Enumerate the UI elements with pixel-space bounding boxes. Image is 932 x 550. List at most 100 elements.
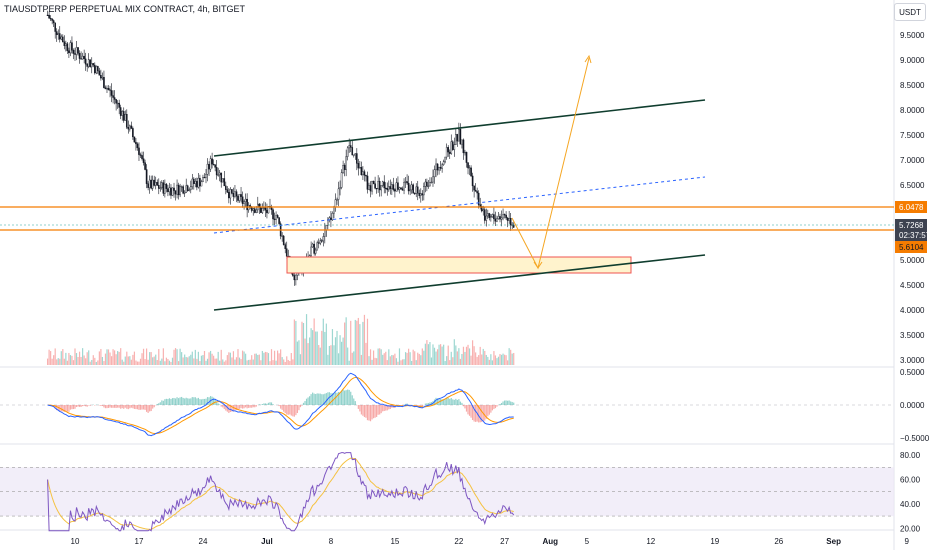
volume-bar: [150, 352, 152, 365]
macd-histogram-bar: [340, 390, 343, 405]
candle-body: [57, 33, 60, 35]
volume-bar: [430, 357, 433, 365]
macd-histogram-bar: [313, 393, 315, 405]
candle-body: [371, 181, 373, 192]
volume-bar: [123, 361, 125, 365]
macd-tick-label: 0.0000: [900, 401, 925, 410]
candle-body: [468, 167, 471, 169]
volume-bar: [209, 350, 212, 365]
candle-body: [261, 208, 264, 213]
mid-channel-line[interactable]: [213, 176, 706, 234]
price-tick-label: 7.0000: [900, 156, 925, 165]
candle-body: [392, 184, 395, 190]
macd-histogram-bar: [219, 404, 221, 405]
macd-histogram-bar: [249, 405, 251, 408]
candle-body: [474, 189, 477, 192]
candle-body: [467, 162, 469, 169]
volume-bar: [286, 356, 288, 365]
macd-histogram-bar: [376, 405, 378, 417]
demand-zone[interactable]: [286, 256, 632, 274]
candle-body: [377, 180, 379, 189]
macd-histogram-bar: [232, 405, 235, 412]
volume-bar: [126, 351, 128, 365]
candle-body: [177, 184, 180, 196]
candle-body: [506, 217, 509, 221]
candle-body: [330, 217, 332, 221]
candle-body: [488, 213, 491, 218]
volume-bar: [420, 355, 422, 365]
macd-histogram-bar: [301, 405, 303, 406]
macd-histogram-bar: [56, 405, 58, 411]
macd-histogram-bar: [377, 405, 379, 415]
volume-bar: [98, 351, 100, 365]
volume-bar: [385, 351, 387, 365]
volume-bar: [135, 360, 137, 365]
volume-bar: [161, 358, 163, 365]
volume-bar: [476, 356, 478, 365]
rsi-tick-label: 60.00: [900, 476, 921, 485]
macd-histogram-bar: [162, 400, 164, 405]
lower-channel-line[interactable]: [213, 254, 706, 311]
volume-bar: [494, 355, 497, 365]
candle-body: [100, 75, 102, 79]
candle-body: [496, 218, 498, 222]
volume-bar: [411, 360, 413, 365]
volume-bar: [510, 349, 512, 365]
volume-bar: [261, 350, 263, 365]
volume-bar: [287, 359, 289, 365]
candle-body: [179, 186, 181, 196]
macd-histogram-bar: [120, 405, 122, 409]
candle-body: [313, 243, 315, 254]
candle-body: [404, 181, 407, 183]
candle-body: [336, 199, 338, 201]
candle-body: [194, 181, 197, 184]
candle-body: [228, 192, 230, 199]
time-tick-label: 15: [390, 537, 399, 546]
volume-bar: [153, 356, 155, 365]
time-tick-label: 27: [500, 537, 509, 546]
candle-body: [400, 187, 402, 189]
volume-bar: [132, 354, 134, 365]
macd-histogram-bar: [459, 401, 462, 405]
volume-bar: [464, 351, 466, 365]
volume-bar: [184, 354, 186, 365]
candle-body: [157, 185, 160, 189]
volume-bar: [491, 360, 493, 365]
volume-bar: [211, 353, 213, 365]
candle-body: [206, 163, 209, 175]
candle-body: [391, 184, 393, 189]
candle-body: [80, 58, 82, 60]
volume-bar: [415, 360, 417, 365]
volume-bar: [188, 356, 190, 365]
currency-button[interactable]: USDT: [894, 3, 926, 21]
candle-body: [424, 181, 427, 187]
volume-bar: [342, 337, 344, 365]
volume-bar: [216, 358, 218, 365]
macd-histogram-bar: [138, 405, 140, 410]
volume-bar: [406, 352, 408, 365]
macd-histogram-bar: [129, 405, 131, 409]
volume-bar: [264, 351, 267, 365]
candle-body: [92, 63, 95, 66]
candle-body: [296, 273, 299, 276]
volume-bar: [251, 355, 253, 365]
candle-body: [503, 214, 506, 216]
projection-path[interactable]: [511, 57, 590, 270]
macd-histogram-bar: [234, 405, 236, 411]
volume-bar: [408, 348, 410, 365]
volume-bar: [249, 359, 251, 365]
rsi-ma-line: [47, 457, 514, 530]
macd-histogram-bar: [254, 405, 256, 408]
macd-histogram-bar: [72, 405, 75, 410]
candle-body: [354, 153, 357, 156]
volume-bar: [388, 349, 390, 365]
upper-channel-line[interactable]: [213, 99, 706, 157]
volume-bar: [301, 321, 303, 365]
candle-body: [327, 219, 329, 226]
rsi-tick-label: 20.00: [900, 524, 921, 533]
candle-body: [450, 141, 453, 154]
volume-bar: [85, 358, 87, 365]
macd-histogram-bar: [365, 405, 367, 418]
volume-bar: [97, 360, 99, 365]
